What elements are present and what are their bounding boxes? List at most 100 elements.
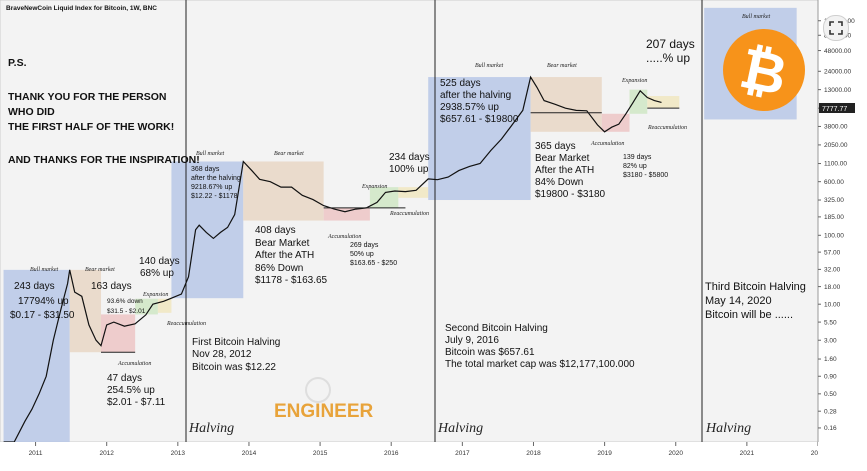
halving-word-2: Halving (437, 421, 483, 436)
engineer-logo: ENGINEER (274, 377, 374, 422)
price-series-line (3, 75, 662, 443)
y-tick-label-17: 10.00 (824, 301, 841, 308)
zone-bear-2 (243, 161, 324, 221)
y-tick-label-16: 18.00 (824, 284, 841, 291)
y-tick-label-21: 0.90 (824, 373, 837, 380)
c2-accum-pct: 50% up (350, 251, 374, 258)
note-line-2: WHO DID (8, 106, 55, 118)
y-tick-label-7: 3800.00 (824, 124, 848, 131)
c3-bear-title: Bear Market (535, 153, 590, 164)
note-thanks: AND THANKS FOR THE INSPIRATION! (8, 154, 200, 166)
price-tag-bg (819, 103, 855, 113)
phase-label-bull-4: Bull market (742, 14, 770, 20)
phase-label-bear-3: Bear market (547, 63, 577, 69)
c3-halving-mcap: The total market cap was $12,177,100.000 (445, 359, 635, 370)
c3-halving-price: Bitcoin was $657.61 (445, 347, 535, 358)
gear-icon (305, 377, 331, 403)
y-axis-band (818, 0, 867, 471)
c1-bear-range: $31.5 - $2.01 (107, 308, 146, 315)
x-tick-label-2018: 2018 (526, 450, 541, 457)
note-line-3: THE FIRST HALF OF THE WORK! (8, 121, 174, 133)
c2-bull-pct: 9218.67% up (191, 184, 232, 191)
c3-bull-range: $657.61 - $19800 (440, 114, 519, 125)
c2-bear-range: $1178 - $163.65 (255, 275, 328, 286)
c2-expansion-days: 234 days (389, 152, 430, 163)
chart-title: BraveNewCoin Liquid Index for Bitcoin, 1… (6, 5, 157, 12)
y-tick-label-15: 32.00 (824, 267, 841, 274)
c2-halving-price: Bitcoin was $12.22 (192, 362, 276, 373)
c3-bull-pct: 2938.57% up (440, 102, 499, 113)
phase-label-reaccum-1: Reaccumulation (166, 321, 206, 327)
x-tick-label-2015: 2015 (313, 450, 328, 457)
c3-accum-pct: 82% up (623, 163, 647, 170)
y-tick-label-3: 48000.00 (824, 48, 851, 55)
c1-expansion-days: 140 days (139, 256, 180, 267)
y-tick-label-18: 5.50 (824, 319, 837, 326)
phase-label-expansion-1: Expansion (142, 292, 168, 298)
phase-label-accum-1: Accumulation (117, 361, 151, 367)
c2-bear-title: Bear Market (255, 238, 310, 249)
c1-bull-range: $0.17 - $31.50 (10, 310, 75, 321)
phase-label-reaccum-2: Reaccumulation (389, 211, 429, 217)
zone-expansion-1 (135, 298, 158, 315)
c1-bull-pct: 17794% up (18, 296, 69, 307)
c3-bull-after: after the halving (440, 90, 511, 101)
c1-accum-range: $2.01 - $7.11 (107, 397, 166, 408)
y-tick-label-13: 100.00 (824, 232, 844, 239)
c2-expansion-pct: 100% up (389, 164, 429, 175)
c3-bear-ath: After the ATH (535, 165, 594, 176)
x-tick-label-2021: 2021 (740, 450, 755, 457)
c2-halving-date: Nov 28, 2012 (192, 349, 252, 360)
c1-accum-pct: 254.5% up (107, 385, 155, 396)
c3-expansion-days: 207 days (646, 37, 695, 51)
phase-label-bear-1: Bear market (85, 267, 115, 273)
y-tick-label-14: 57.00 (824, 249, 841, 256)
c4-halving-title: Third Bitcoin Halving (705, 281, 806, 293)
y-tick-label-4: 24000.00 (824, 68, 851, 75)
y-tick-label-10: 600.00 (824, 179, 844, 186)
c3-bear-range: $19800 - $3180 (535, 189, 606, 200)
phase-label-expansion-3: Expansion (621, 78, 647, 84)
c2-bull-range: $12.22 - $1178 (191, 193, 238, 200)
c3-expansion-pct: .....% up (646, 51, 690, 65)
c3-bull-days: 525 days (440, 78, 481, 89)
expand-button[interactable] (823, 15, 849, 41)
phase-label-accum-3: Accumulation (590, 141, 624, 147)
y-tick-label-11: 325.00 (824, 197, 844, 204)
zone-bear-3 (530, 77, 602, 132)
zone-accum-3 (601, 113, 630, 132)
x-tick-label-2017: 2017 (455, 450, 470, 457)
zone-expansion-2 (369, 187, 399, 208)
phase-label-expansion-2: Expansion (361, 184, 387, 190)
y-tick-label-19: 3.00 (824, 337, 837, 344)
bitcoin-coin-icon (723, 29, 805, 111)
y-tick-label-9: 1100.00 (824, 161, 847, 168)
zone-expansion-3 (629, 89, 648, 114)
c2-bull-days: 368 days (191, 166, 220, 173)
x-tick-label-2020: 2020 (669, 450, 684, 457)
c4-halving-note: Bitcoin will be ...... (705, 309, 793, 321)
c2-bear-days: 408 days (255, 225, 296, 236)
bitcoin-logo: ₿ (723, 29, 805, 111)
phase-label-accum-2: Accumulation (327, 234, 361, 240)
c2-accum-range: $163.65 - $250 (350, 260, 397, 267)
c1-bear-pct: 93.6% down (107, 298, 143, 305)
y-tick-label-8: 2050.00 (824, 142, 848, 149)
y-tick-label-12: 185.00 (824, 214, 844, 221)
x-tick-label-2014: 2014 (242, 450, 257, 457)
x-axis-band (0, 442, 818, 460)
c3-halving-date: July 9, 2016 (445, 335, 499, 346)
y-tick-label-5: 13000.00 (824, 87, 851, 94)
price-tag: 7777.77 (822, 106, 847, 113)
c1-bear-days: 163 days (91, 281, 132, 292)
c3-bear-days: 365 days (535, 141, 576, 152)
y-tick-label-23: 0.28 (824, 408, 837, 415)
halving-word-3: Halving (705, 421, 751, 436)
c3-accum-days: 139 days (623, 154, 652, 161)
note-ps: P.S. (8, 57, 27, 69)
x-tick-label-2011: 2011 (29, 450, 43, 457)
engineer-logo-text: ENGINEER (274, 401, 374, 422)
y-tick-label-22: 0.50 (824, 391, 837, 398)
